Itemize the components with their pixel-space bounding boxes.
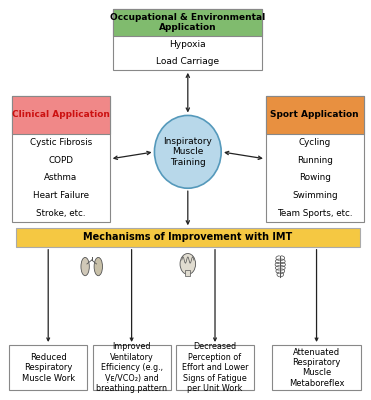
Text: Clinical Application: Clinical Application: [12, 110, 110, 119]
FancyBboxPatch shape: [114, 9, 262, 36]
Text: Heart Failure: Heart Failure: [33, 191, 89, 200]
FancyBboxPatch shape: [186, 270, 190, 276]
Text: Load Carriage: Load Carriage: [156, 57, 219, 66]
Circle shape: [154, 116, 221, 188]
Text: COPD: COPD: [48, 156, 73, 165]
Ellipse shape: [180, 254, 196, 274]
FancyBboxPatch shape: [9, 345, 87, 390]
Text: Sport Application: Sport Application: [270, 110, 359, 119]
FancyBboxPatch shape: [176, 345, 254, 390]
Text: Swimming: Swimming: [292, 191, 338, 200]
Text: Cystic Fibrosis: Cystic Fibrosis: [30, 138, 92, 147]
FancyBboxPatch shape: [93, 345, 171, 390]
Text: Reduced
Respiratory
Muscle Work: Reduced Respiratory Muscle Work: [22, 353, 75, 382]
Text: Asthma: Asthma: [44, 174, 78, 182]
FancyBboxPatch shape: [272, 345, 361, 390]
FancyBboxPatch shape: [266, 96, 364, 134]
Text: Hypoxia: Hypoxia: [170, 40, 206, 49]
Text: Mechanisms of Improvement with IMT: Mechanisms of Improvement with IMT: [83, 232, 292, 242]
Ellipse shape: [81, 258, 89, 276]
FancyBboxPatch shape: [16, 228, 360, 247]
FancyBboxPatch shape: [12, 96, 110, 134]
Text: Attenuated
Respiratory
Muscle
Metaboreflex: Attenuated Respiratory Muscle Metaborefl…: [289, 348, 344, 388]
Ellipse shape: [94, 258, 102, 276]
Text: Occupational & Environmental
Application: Occupational & Environmental Application: [110, 13, 265, 32]
FancyBboxPatch shape: [12, 96, 110, 222]
Text: Stroke, etc.: Stroke, etc.: [36, 209, 86, 218]
FancyBboxPatch shape: [266, 96, 364, 222]
Text: Team Sports, etc.: Team Sports, etc.: [277, 209, 352, 218]
Text: Improved
Ventilatory
Efficiency (e.g.,
Ṿᴇ/VCO₂) and
breathing pattern: Improved Ventilatory Efficiency (e.g., Ṿ…: [96, 342, 167, 393]
Text: Inspiratory
Muscle
Training: Inspiratory Muscle Training: [163, 137, 212, 167]
Text: Rowing: Rowing: [299, 174, 331, 182]
FancyBboxPatch shape: [114, 9, 262, 70]
Text: Decreased
Perception of
Effort and Lower
Signs of Fatigue
per Unit Work: Decreased Perception of Effort and Lower…: [182, 342, 248, 393]
Text: Cycling: Cycling: [299, 138, 331, 147]
Text: Running: Running: [297, 156, 333, 165]
